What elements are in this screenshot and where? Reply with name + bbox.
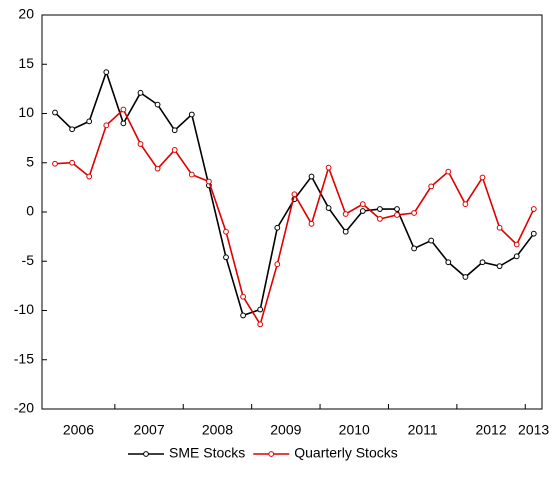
point bbox=[291, 191, 298, 198]
point bbox=[411, 210, 418, 216]
point bbox=[394, 206, 400, 212]
point bbox=[86, 118, 93, 125]
point bbox=[188, 171, 195, 178]
x-tick-label: 2008 bbox=[202, 422, 233, 438]
point bbox=[479, 259, 486, 266]
series-line bbox=[54, 108, 535, 327]
point bbox=[154, 101, 161, 108]
x-tick-label: 2012 bbox=[475, 422, 506, 438]
point bbox=[445, 168, 452, 175]
point bbox=[188, 111, 195, 118]
point bbox=[154, 165, 161, 172]
point bbox=[274, 261, 281, 268]
point bbox=[120, 120, 127, 127]
point bbox=[513, 241, 520, 248]
y-tick-label: -5 bbox=[22, 252, 35, 268]
point bbox=[377, 215, 383, 222]
point bbox=[137, 141, 144, 147]
x-tick-label: 2009 bbox=[270, 422, 301, 438]
point bbox=[120, 106, 127, 113]
point bbox=[342, 211, 349, 217]
legend-label: Quarterly Stocks bbox=[294, 445, 397, 461]
x-tick-label: 2011 bbox=[408, 422, 438, 438]
legend-marker bbox=[143, 451, 149, 457]
point bbox=[342, 228, 349, 235]
point bbox=[445, 259, 452, 266]
point bbox=[69, 159, 75, 166]
point bbox=[103, 69, 110, 76]
point bbox=[530, 206, 537, 212]
point bbox=[394, 212, 400, 218]
point bbox=[240, 293, 247, 300]
point bbox=[479, 174, 486, 181]
point bbox=[240, 312, 247, 319]
point bbox=[52, 109, 58, 116]
point bbox=[103, 122, 110, 129]
point bbox=[257, 321, 264, 328]
point bbox=[308, 173, 315, 180]
point bbox=[308, 220, 315, 227]
y-tick-label: -20 bbox=[14, 400, 34, 416]
y-tick-label: -15 bbox=[14, 350, 34, 366]
point bbox=[171, 127, 178, 134]
y-tick-label: -10 bbox=[14, 301, 34, 317]
point bbox=[52, 160, 58, 167]
point bbox=[325, 164, 332, 171]
point bbox=[274, 224, 281, 231]
point bbox=[530, 230, 537, 237]
y-tick-label: 5 bbox=[26, 153, 34, 169]
point bbox=[171, 147, 178, 153]
point bbox=[359, 201, 366, 208]
point bbox=[377, 206, 383, 212]
point bbox=[223, 228, 229, 235]
point bbox=[359, 208, 366, 214]
point bbox=[223, 254, 229, 261]
point bbox=[137, 89, 144, 96]
y-tick-label: 20 bbox=[18, 6, 34, 22]
point bbox=[411, 245, 418, 252]
point bbox=[462, 274, 469, 280]
x-tick-label: 2007 bbox=[133, 422, 164, 438]
point bbox=[69, 126, 75, 133]
point bbox=[428, 183, 435, 190]
point bbox=[496, 263, 503, 270]
legend-marker bbox=[268, 451, 275, 457]
y-tick-label: 10 bbox=[18, 104, 34, 120]
x-tick-label: 2010 bbox=[339, 422, 370, 438]
point bbox=[325, 205, 332, 211]
point bbox=[513, 253, 520, 260]
y-tick-label: 15 bbox=[18, 55, 34, 71]
point bbox=[496, 224, 503, 231]
point bbox=[257, 306, 264, 313]
legend-label: SME Stocks bbox=[169, 445, 245, 461]
point bbox=[462, 201, 469, 208]
y-tick-label: 0 bbox=[26, 203, 34, 219]
point bbox=[428, 237, 435, 244]
point bbox=[86, 173, 93, 180]
point bbox=[206, 178, 212, 185]
x-tick-label: 2006 bbox=[63, 422, 94, 438]
x-tick-label: 2013 bbox=[518, 422, 549, 438]
plot-frame bbox=[41, 14, 543, 410]
